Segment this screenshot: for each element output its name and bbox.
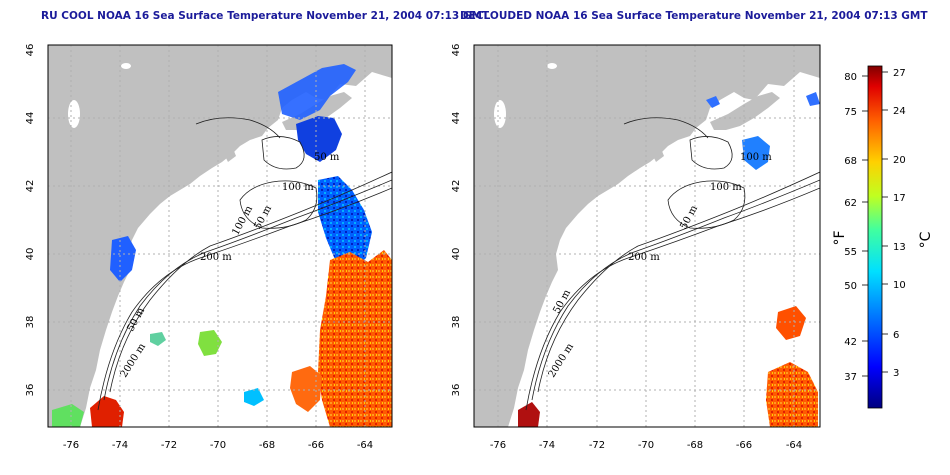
left-sst-warm-core [318,250,392,427]
right-sst-blue-speck [706,96,720,108]
left-sst-coast-blue [110,236,136,282]
right-land-mass [474,45,820,427]
lat-tick: 36 [451,384,462,397]
lon-tick: -66 [736,440,752,451]
lon-tick: -76 [490,440,506,451]
lat-tick: 38 [25,316,36,329]
c-tick: 27 [893,68,906,79]
right-map-frame [473,44,821,428]
right-sst-south-warm [518,402,540,427]
c-tick: 6 [893,330,899,341]
f-tick: 75 [844,107,857,118]
lat-tick: 46 [451,44,462,57]
right-contours [525,117,820,411]
contour-label: 100 m [740,152,772,163]
left-map-frame [47,44,393,428]
fahrenheit-label: °F [832,230,848,245]
lon-tick: -76 [63,440,79,451]
lon-tick: -68 [259,440,275,451]
right-sst-blue-patch [742,136,770,170]
right-map-panel: 100 m 100 m 50 m 200 m 50 m 2000 m [473,44,821,428]
f-tick: 68 [844,156,857,167]
lon-tick: -74 [112,440,128,451]
celsius-label: °C [918,231,934,248]
right-lake [547,63,557,69]
contour-label: 200 m [628,252,660,263]
left-contours [97,117,392,411]
f-tick: 42 [844,337,857,348]
lon-tick: -74 [539,440,555,451]
f-tick: 55 [844,247,857,258]
lon-tick: -72 [161,440,177,451]
left-sst-green-patch [198,330,222,356]
right-cape-cod [650,146,664,162]
left-sst-bay [296,116,342,162]
c-tick: 10 [893,280,906,291]
left-sst-south-green [52,404,84,427]
f-tick: 80 [844,72,857,83]
colorbar-gradient [867,65,883,409]
lat-tick: 42 [25,180,36,193]
left-sst-green-patch [150,332,166,346]
left-sst-cyan-patch [244,388,264,406]
lat-tick: 40 [451,248,462,261]
right-sst-blue-speck [806,92,820,106]
lon-tick: -68 [687,440,703,451]
lon-tick: -64 [786,440,802,451]
left-panel-title: RU COOL NOAA 16 Sea Surface Temperature … [41,10,490,22]
c-tick: 3 [893,368,899,379]
lat-tick: 44 [451,112,462,125]
lon-tick: -72 [589,440,605,451]
left-sst-south-warm [90,396,124,427]
lon-tick: -64 [357,440,373,451]
right-lake [494,100,506,128]
contour-label: 200 m [200,252,232,263]
right-nova-scotia [710,92,780,130]
lat-tick: 44 [25,112,36,125]
left-cape-cod [222,146,236,162]
left-map-panel: 50 m 100 m 100 m 50 m 200 m 50 m 2000 m [47,44,393,428]
c-tick: 24 [893,106,906,117]
lon-tick: -70 [210,440,226,451]
lat-tick: 42 [451,180,462,193]
c-tick: 17 [893,193,906,204]
lat-tick: 46 [25,44,36,57]
left-sst-east-blue [318,176,372,272]
f-tick: 50 [844,281,857,292]
left-grid [48,45,392,427]
left-sst-gulf-of-maine [278,64,356,120]
right-panel-title: DECLOUDED NOAA 16 Sea Surface Temperatur… [460,10,928,22]
c-tick: 13 [893,242,906,253]
left-lake [68,100,80,128]
lat-tick: 40 [25,248,36,261]
contour-label: 100 m [282,182,314,193]
left-land-mass [48,45,392,427]
right-sst-warm-patch [776,306,806,340]
contour-label: 100 m [710,182,742,193]
colorbar: 80 75 68 62 55 50 42 37 27 24 20 17 13 1… [832,65,934,409]
right-grid [474,45,820,427]
f-tick: 37 [844,372,857,383]
right-sst-warm-patch [766,362,818,427]
contour-label: 50 m [314,152,340,163]
right-axes: -76 -74 -72 -70 -68 -66 -64 36 38 40 42 … [451,44,802,451]
left-axes: -76 -74 -72 -70 -68 -66 -64 36 38 40 42 … [25,44,373,451]
f-tick: 62 [844,198,857,209]
left-lake [121,63,131,69]
lon-tick: -70 [638,440,654,451]
lat-tick: 38 [451,316,462,329]
lon-tick: -66 [308,440,324,451]
c-tick: 20 [893,155,906,166]
left-sst-warm-patch [290,366,322,412]
lat-tick: 36 [25,384,36,397]
